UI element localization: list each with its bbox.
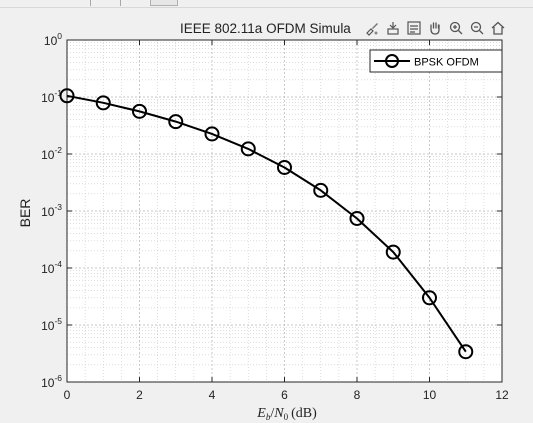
- y-tick-label: 10-4: [41, 259, 62, 276]
- y-tick-label: 10-1: [41, 88, 62, 105]
- y-tick-base: 10: [41, 262, 55, 276]
- x-tick-label: 8: [354, 388, 361, 402]
- legend-icon[interactable]: [404, 18, 423, 38]
- x-label-sub1: b: [266, 412, 271, 422]
- data-point-marker: [168, 114, 184, 130]
- legend-box: [369, 49, 503, 73]
- y-tick-base: 10: [41, 148, 55, 162]
- y-axis-label: BER: [17, 199, 33, 228]
- x-label-var2: N: [273, 406, 284, 421]
- window-top-strip: [0, 0, 533, 8]
- chart-title: IEEE 802.11a OFDM Simula: [180, 21, 351, 36]
- home-icon[interactable]: [488, 18, 507, 38]
- data-point-marker: [422, 290, 437, 306]
- brush-icon[interactable]: [362, 18, 381, 38]
- y-tick-label: 10-3: [41, 202, 62, 219]
- x-tick-label: 6: [281, 388, 288, 402]
- y-tick-label: 10-2: [41, 145, 62, 162]
- y-tick-label: 10-5: [41, 316, 62, 333]
- data-point-marker: [95, 95, 111, 111]
- tab-divider: [90, 0, 91, 6]
- data-point-marker: [385, 244, 401, 260]
- data-point-marker: [132, 103, 147, 119]
- zoom-out-icon[interactable]: [467, 18, 486, 38]
- zoom-in-icon[interactable]: [446, 18, 465, 38]
- y-tick-label: 100: [44, 31, 62, 48]
- y-tick-base: 10: [41, 319, 55, 333]
- x-tick-label: 4: [209, 388, 216, 402]
- data-point-marker: [313, 182, 329, 198]
- legend-marker: [385, 54, 399, 68]
- x-tick-label: 12: [495, 388, 509, 402]
- y-tick-exponent: -6: [54, 373, 62, 383]
- legend[interactable]: BPSK OFDM: [369, 49, 503, 73]
- x-axis-label: Eb/N0 (dB): [256, 406, 317, 422]
- legend-label: BPSK OFDM: [414, 57, 479, 69]
- y-tick-label: 10-6: [41, 373, 62, 390]
- x-label-slash: /: [270, 406, 274, 421]
- x-tick-label: 0: [64, 388, 71, 402]
- axes-toolbar: [362, 17, 507, 39]
- y-tick-exponent: -1: [54, 88, 62, 98]
- data-point-marker: [349, 210, 365, 226]
- x-label-unit: (dB): [291, 406, 317, 421]
- x-tick-label: 2: [136, 388, 143, 402]
- series-layer: [59, 88, 474, 360]
- data-tip-icon[interactable]: [383, 18, 402, 38]
- x-label-var1: E: [256, 406, 266, 421]
- y-tick-exponent: -2: [54, 145, 62, 155]
- data-point-marker: [458, 344, 474, 360]
- y-tick-base: 10: [41, 91, 55, 105]
- data-point-marker: [204, 126, 220, 142]
- y-tick-base: 10: [41, 205, 55, 219]
- x-tick-label: 10: [423, 388, 437, 402]
- y-tick-exponent: -4: [54, 259, 62, 269]
- y-tick-exponent: -5: [54, 316, 62, 326]
- data-point-marker: [240, 141, 256, 157]
- axis-ticks: [66, 39, 503, 383]
- pan-icon[interactable]: [425, 18, 444, 38]
- tab-handle[interactable]: [150, 0, 178, 6]
- data-point-marker: [277, 159, 292, 175]
- tab-divider: [120, 0, 121, 6]
- x-label-sub2: 0: [284, 412, 289, 422]
- y-tick-exponent: 0: [57, 31, 62, 41]
- x-tick-labels: 0 2 4 6 8 10 12: [64, 388, 509, 402]
- y-tick-base: 10: [44, 34, 58, 48]
- y-tick-base: 10: [41, 376, 55, 390]
- data-point-marker: [59, 88, 75, 104]
- y-tick-exponent: -3: [54, 202, 62, 212]
